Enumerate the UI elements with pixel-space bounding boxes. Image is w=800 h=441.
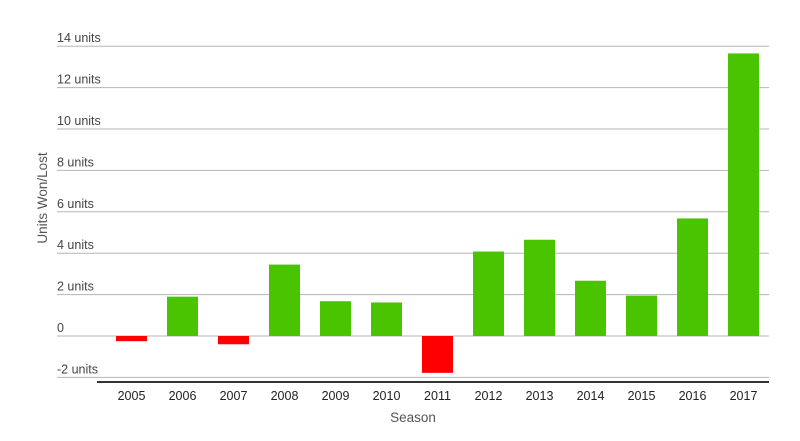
bars (116, 53, 759, 373)
x-tick-label: 2015 (628, 389, 656, 403)
bar-2012 (473, 251, 504, 336)
x-tick-label: 2016 (679, 389, 707, 403)
bar-2006 (167, 296, 198, 336)
y-tick-label: 10 units (57, 114, 101, 128)
y-tick-label: 2 units (57, 280, 94, 294)
bar-2008 (269, 264, 300, 336)
y-tick-label: 12 units (57, 73, 101, 87)
bar-2009 (320, 301, 351, 336)
bar-2010 (371, 302, 402, 336)
x-tick-label: 2007 (220, 389, 248, 403)
x-tick-label: 2006 (169, 389, 197, 403)
bar-2016 (677, 218, 708, 336)
x-tick-label: 2014 (577, 389, 605, 403)
bar-2017 (728, 53, 759, 336)
x-tick-label: 2009 (322, 389, 350, 403)
bar-2013 (524, 239, 555, 336)
y-tick-label: 14 units (57, 31, 101, 45)
x-tick-label: 2017 (730, 389, 758, 403)
tick-labels: 14 units 12 units 10 units 8 units 6 units 4 … (57, 31, 757, 403)
y-tick-label: 8 units (57, 155, 94, 169)
bar-2015 (626, 295, 657, 336)
x-tick-label: 2008 (271, 389, 299, 403)
x-tick-label: 2010 (373, 389, 401, 403)
x-tick-label: 2005 (118, 389, 146, 403)
y-tick-label: 4 units (57, 238, 94, 252)
gridlines (57, 45, 769, 383)
x-tick-label: 2012 (475, 389, 503, 403)
x-axis-title: Season (390, 410, 436, 425)
bar-2007 (218, 336, 249, 345)
y-tick-label: -2 units (57, 362, 98, 376)
x-tick-label: 2013 (526, 389, 554, 403)
bar-2005 (116, 336, 147, 342)
bar-2014 (575, 280, 606, 336)
bar-2011 (422, 336, 453, 373)
y-tick-label: 0 (57, 321, 64, 335)
y-tick-label: 6 units (57, 197, 94, 211)
y-axis-title: Units Won/Lost (35, 152, 50, 244)
x-tick-label: 2011 (424, 389, 451, 403)
